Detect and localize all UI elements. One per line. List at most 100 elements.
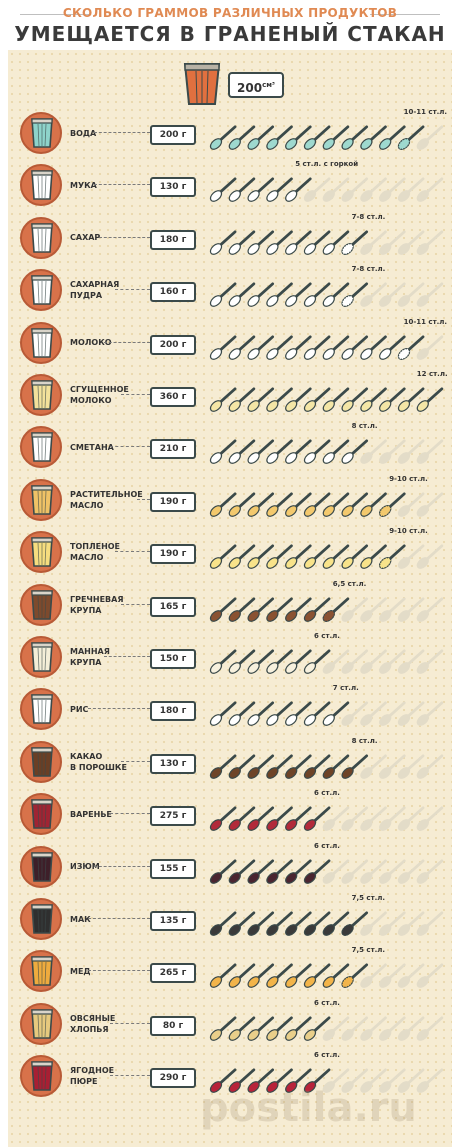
half-spoon-icon (379, 492, 406, 517)
product-name-line: СМЕТАНА (70, 442, 114, 452)
empty-spoon-icon (379, 177, 406, 203)
empty-spoon-icon (397, 597, 425, 622)
empty-spoon-icon (416, 1016, 444, 1041)
spoon-icon (266, 859, 293, 884)
product-name-line: МОЛОКО (70, 396, 112, 405)
spoon-icon (322, 911, 350, 936)
spoon-icon (209, 439, 237, 465)
product-name-line: ГРЕЧНЕВАЯ (70, 594, 124, 604)
empty-spoon-icon (416, 335, 444, 360)
product-name-line: ХЛОПЬЯ (70, 1024, 109, 1034)
spoon-icon (228, 125, 256, 150)
spoon-icon (360, 335, 387, 360)
product-name-lines: ВОДА (70, 128, 96, 139)
leader-line (115, 289, 150, 291)
product-row: ОВСЯНЫЕ ХЛОПЬЯ 80 г 6 ст.л. (0, 999, 460, 1055)
spoon-icon (247, 335, 275, 360)
spoon-icon (322, 754, 350, 779)
title-rule-right (370, 14, 440, 15)
spoon-icon (285, 649, 312, 674)
empty-spoon-icon (360, 701, 387, 727)
product-name-line: ИЗЮМ (70, 862, 100, 872)
spoon-icon (285, 701, 312, 727)
spoon-icon (247, 963, 275, 989)
spoon-icon (266, 282, 293, 308)
product-name: МЕД (70, 950, 145, 992)
grams-value: 150 г (150, 649, 196, 669)
product-name: САХАРНАЯ ПУДРА (70, 269, 145, 311)
spoon-icon (209, 1068, 237, 1094)
spoon-icon (266, 597, 293, 622)
empty-spoon-icon (397, 230, 425, 255)
product-name: МОЛОКО (70, 322, 145, 364)
glass-icon (31, 746, 53, 777)
glass-icon (31, 1008, 53, 1039)
product-name: САХАР (70, 217, 145, 259)
empty-spoon-icon (416, 492, 444, 517)
product-name-lines: РАСТИТЕЛЬНОЕ МАСЛО (70, 489, 143, 511)
grams-value: 265 г (150, 963, 196, 984)
spoon-icon (360, 544, 387, 570)
spoon-icon (266, 1068, 293, 1094)
leader-line (99, 236, 150, 238)
half-spoon-icon (397, 125, 425, 150)
spoon-icon (341, 387, 369, 412)
spoon-icon (303, 282, 331, 308)
glass-icon (31, 484, 53, 515)
spoon-icon (322, 387, 350, 412)
spoon-count-note: 5 ст.л. с горкой (295, 160, 359, 169)
product-row: ВОДА 200 г 10-11 ст.л. (0, 108, 460, 164)
spoon-icon (285, 544, 312, 570)
product-name-line: МАННАЯ (70, 647, 110, 656)
product-name-line: МАК (70, 914, 91, 924)
empty-spoon-icon (416, 125, 444, 150)
spoon-icon (360, 387, 387, 412)
spoon-icon (266, 754, 293, 779)
product-name-lines: ВАРЕНЬЕ (70, 809, 112, 820)
product-name-lines: САХАР (70, 232, 100, 243)
spoon-icon (266, 701, 293, 727)
spoon-count-note: 6,5 ст.л. (332, 579, 367, 588)
empty-spoon-icon (397, 963, 425, 989)
grams-value: 165 г (150, 596, 196, 617)
grams-value: 360 г (150, 387, 196, 407)
product-name: ИЗЮМ (70, 846, 145, 888)
spoon-count-note: 6 ст.л. (314, 1051, 340, 1060)
empty-spoon-icon (322, 649, 350, 674)
spoon-icon (285, 439, 312, 465)
spoon-icon (341, 754, 369, 779)
spoon-scale (209, 911, 444, 936)
empty-spoon-icon (416, 1068, 444, 1094)
spoon-icon (228, 230, 256, 255)
empty-spoon-icon (379, 963, 406, 989)
empty-spoon-icon (341, 806, 369, 832)
product-name-lines: ОВСЯНЫЕ ХЛОПЬЯ (70, 1013, 115, 1035)
product-name-lines: МАК (70, 914, 91, 925)
spoon-icon (209, 230, 237, 255)
glass-icon (31, 537, 53, 567)
empty-spoon-icon (360, 649, 387, 674)
empty-spoon-icon (397, 439, 425, 465)
empty-spoon-icon (416, 649, 444, 674)
product-name-lines: МЕД (70, 966, 91, 977)
spoon-icon (247, 230, 275, 255)
spoon-icon (228, 649, 256, 674)
spoon-icon (285, 335, 312, 360)
spoon-count-note: 6 ст.л. (314, 789, 340, 798)
empty-spoon-icon (416, 230, 444, 255)
spoon-icon (322, 544, 350, 570)
grams-value: 155 г (150, 858, 196, 879)
spoon-icon (209, 963, 237, 989)
spoon-count-note: 7-8 ст.л. (351, 212, 386, 221)
spoon-icon (266, 963, 293, 989)
spoon-icon (303, 125, 331, 150)
spoon-icon (303, 230, 331, 255)
spoon-icon (303, 544, 331, 570)
spoon-scale (209, 754, 444, 779)
spoon-icon (209, 1016, 237, 1041)
glass-icon (31, 851, 53, 882)
empty-spoon-icon (416, 597, 444, 622)
spoon-icon (285, 387, 312, 412)
spoon-icon (209, 125, 237, 150)
glass-icon (31, 799, 53, 829)
